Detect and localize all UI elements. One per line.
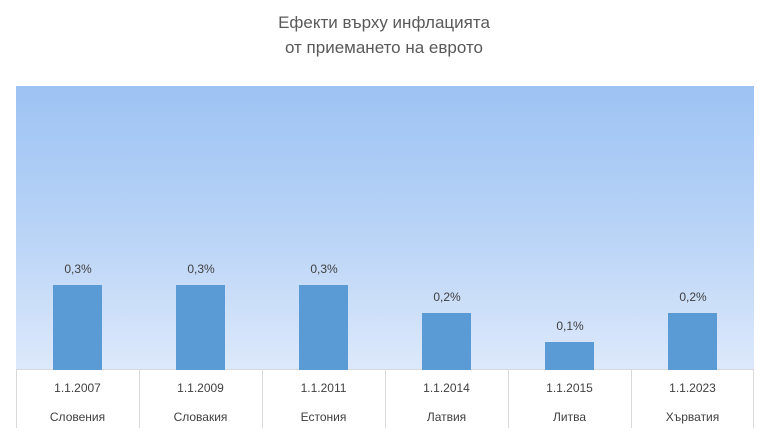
x-tick-date: 1.1.2007 [54,381,101,395]
category-divider [262,370,263,428]
x-tick-country: Хърватия [665,410,720,424]
category-divider [139,370,140,428]
bar-Хърватия[interactable] [668,313,717,370]
chart-title-line-1: Ефекти върху инфлацията [278,13,490,32]
x-tick-date: 1.1.2009 [177,381,224,395]
x-axis-line [16,369,754,370]
x-tick-country: Словения [49,410,106,424]
data-label: 0,3% [64,262,92,276]
x-tick-country: Литва [553,410,586,424]
plot-area [16,86,754,370]
x-tick-date: 1.1.2023 [669,381,716,395]
x-tick-country: Латвия [426,410,467,424]
data-label: 0,1% [556,319,584,333]
category-divider [753,370,754,428]
bar-Словакия[interactable] [176,285,225,370]
x-tick-date: 1.1.2011 [300,381,347,395]
x-tick-date: 1.1.2015 [546,381,593,395]
category-divider [16,370,17,428]
x-tick-country: Словакия [173,410,228,424]
bar-Латвия[interactable] [422,313,471,370]
data-label: 0,2% [433,290,461,304]
x-tick-date: 1.1.2014 [423,381,470,395]
data-label: 0,2% [679,290,707,304]
data-label: 0,3% [187,262,215,276]
bar-Словения[interactable] [53,285,102,370]
bar-Литва[interactable] [545,342,594,370]
category-divider [508,370,509,428]
category-divider [631,370,632,428]
category-divider [385,370,386,428]
chart-title-line-2: от приемането на еврото [284,38,484,57]
data-label: 0,3% [310,262,338,276]
x-tick-country: Естония [300,410,347,424]
bar-Естония[interactable] [299,285,348,370]
